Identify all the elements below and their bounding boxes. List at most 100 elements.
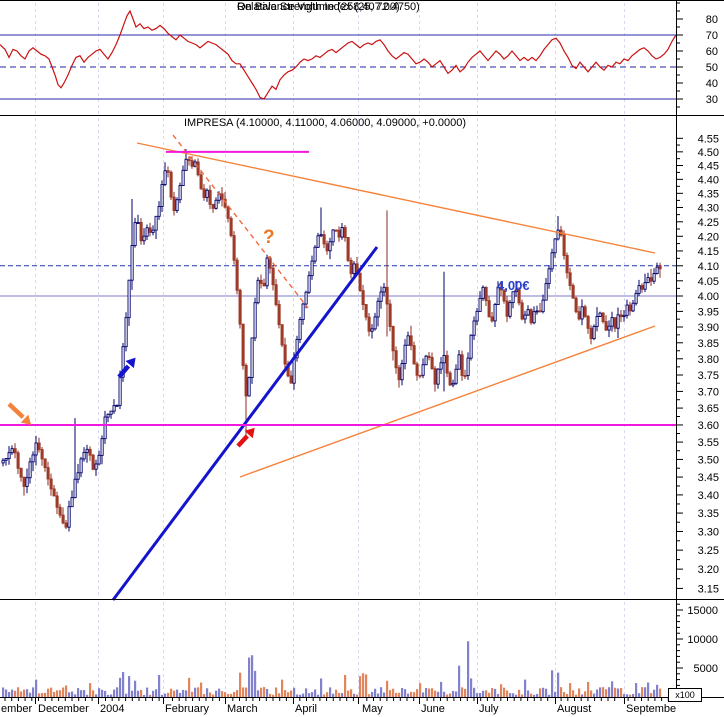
candle-body [46, 467, 50, 480]
candle-body [37, 442, 41, 451]
candle-body [220, 193, 224, 200]
volume-bar [536, 693, 539, 697]
volume-bar [14, 690, 17, 697]
volume-bar [32, 687, 35, 697]
triangle-lower-support [239, 325, 656, 478]
candle-body [76, 472, 80, 480]
candle-body [379, 291, 383, 302]
candle-body [454, 368, 458, 384]
candle-body [154, 215, 158, 231]
price-level-annotation: 4,00€ [497, 278, 530, 293]
candle-body [115, 404, 119, 407]
volume-bar [569, 683, 572, 697]
candle-body [499, 286, 503, 291]
candle-body [568, 272, 572, 286]
volume-bar [464, 688, 467, 697]
month-label[interactable]: ember [1, 703, 33, 715]
volume-bar [401, 687, 404, 697]
candle-body [496, 286, 500, 305]
volume-bar [131, 690, 134, 697]
candle-body [361, 290, 365, 306]
volume-bar [611, 681, 614, 697]
candle-body [649, 277, 653, 282]
candle-body [205, 189, 209, 198]
obv-pane-title: On Balance Volume (258,407.00) [237, 1, 400, 13]
candle-body [169, 171, 173, 198]
volume-bar [260, 687, 263, 697]
candle-body [244, 365, 248, 397]
candle-body [79, 458, 83, 474]
candle-body [106, 413, 110, 418]
candle-body [7, 452, 11, 459]
volume-bar [305, 688, 308, 697]
volume-bar [92, 690, 95, 697]
volume-bar [101, 689, 104, 697]
volume-bar [434, 690, 437, 697]
month-label[interactable]: December [38, 703, 89, 715]
volume-bar [50, 687, 53, 697]
candle-body [100, 438, 104, 456]
price-tick-label: 3.75 [698, 370, 719, 382]
month-label[interactable]: May [362, 703, 383, 715]
candle-body [556, 229, 560, 240]
volume-bar [482, 690, 485, 697]
volume-bar [161, 694, 164, 697]
candle-body [502, 289, 506, 302]
candle-body [580, 306, 584, 320]
month-label[interactable]: February [165, 703, 210, 715]
candle-body [175, 199, 179, 212]
volume-bar [185, 690, 188, 697]
candle-body [298, 319, 302, 340]
candle-body [595, 316, 599, 327]
volume-bar [188, 677, 191, 697]
volume-bar [476, 693, 479, 697]
candle-body [619, 314, 623, 318]
month-label[interactable]: March [227, 703, 258, 715]
volume-tick-label: 15000 [687, 605, 718, 617]
month-label[interactable]: Septembe [626, 703, 676, 715]
candle-body [208, 189, 212, 205]
candle-body [271, 267, 275, 286]
volume-bar [521, 694, 524, 697]
volume-bar [134, 680, 137, 697]
volume-bar [368, 694, 371, 697]
candle-body [655, 266, 659, 274]
volume-bar [515, 694, 518, 697]
volume-bar [146, 687, 149, 697]
candle-body [478, 297, 482, 312]
volume-bar [656, 684, 659, 697]
volume-bar [269, 693, 272, 697]
month-label[interactable]: July [479, 703, 499, 715]
volume-bar [356, 694, 359, 697]
volume-bar [497, 693, 500, 697]
candle-body [31, 454, 35, 463]
volume-bar [641, 687, 644, 697]
candle-body [127, 279, 131, 319]
candle-body [424, 355, 428, 366]
warning-arrow [7, 402, 25, 419]
month-label[interactable]: April [295, 703, 317, 715]
volume-bar [593, 693, 596, 697]
volume-bar [545, 688, 548, 697]
month-label[interactable]: August [557, 703, 591, 715]
volume-bar [371, 691, 374, 697]
candle-body [433, 368, 437, 385]
month-label[interactable]: 2004 [100, 703, 124, 715]
volume-bar [596, 689, 599, 697]
volume-bar [230, 693, 233, 697]
candle-body [493, 304, 497, 322]
volume-bar [581, 694, 584, 697]
month-label[interactable]: June [421, 703, 445, 715]
volume-bar [44, 692, 47, 697]
volume-bar [404, 689, 407, 697]
candle-body [388, 303, 392, 327]
candle-body [571, 285, 575, 299]
volume-bar [77, 688, 80, 697]
candle-body [511, 291, 515, 304]
volume-bar [224, 692, 227, 697]
candle-body [13, 448, 17, 454]
candle-body [136, 222, 140, 224]
volume-bar [227, 693, 230, 697]
candle-body [73, 478, 77, 499]
